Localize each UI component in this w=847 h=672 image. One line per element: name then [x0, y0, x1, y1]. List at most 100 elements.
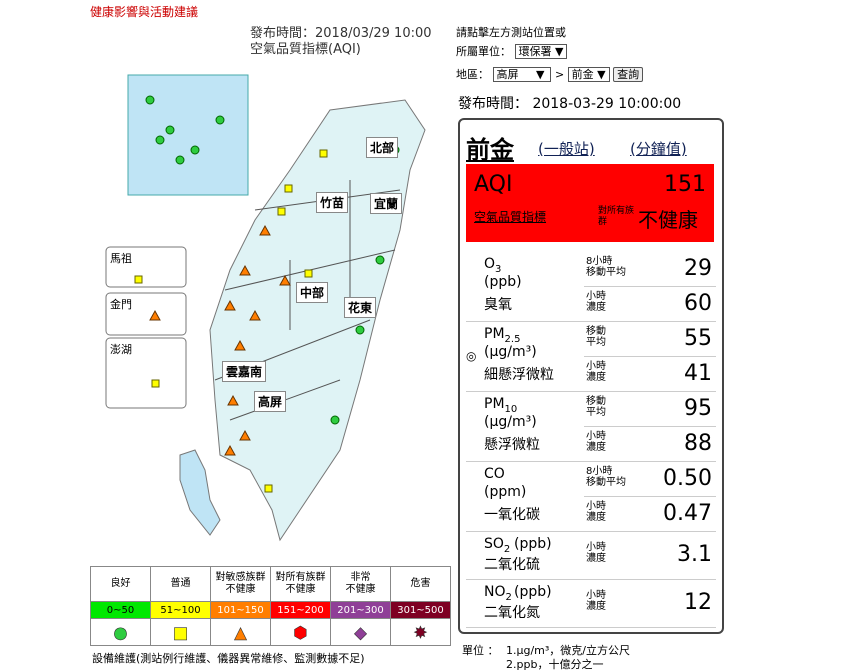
- reading-label-line: 小時: [586, 431, 606, 442]
- pollutant-unit: (ppb): [514, 584, 552, 600]
- aqi-status: 不健康: [638, 208, 698, 232]
- query-button[interactable]: 查詢: [613, 67, 644, 82]
- region-label: 花東: [344, 297, 377, 318]
- legend-range: 51~100: [150, 601, 211, 619]
- legend-name-line: 不健康: [225, 584, 256, 595]
- pollutant-unit: (ppb): [514, 536, 552, 552]
- station-value: 前金: [571, 68, 594, 81]
- reading-label-line: 移動: [586, 396, 606, 407]
- maintenance: 設備維護(測站例行維護、儀器異常維修、監測數據不足): [92, 652, 365, 665]
- inset-box: [105, 246, 187, 288]
- aqi-box: AQI 151 空氣品質指標 對所有族群 不健康: [466, 164, 714, 242]
- pollutant-unit: (μg/m³): [484, 414, 537, 430]
- legend: 良好 普通 對敏感族群 不健康 對所有族群 不健康 非常 不健康 危害 0~50 51~100 101…: [90, 566, 451, 646]
- pollutant-unit: (ppb): [484, 274, 522, 290]
- pollutant-row: PM10 (μg/m³) 懸浮微粒 移動 平均 95 小時 濃度 88: [466, 392, 716, 462]
- pollutant-symbol: PM: [484, 326, 505, 342]
- legend-icon: ■: [150, 618, 211, 646]
- pollutant-row: PM2.5 (μg/m³) 細懸浮微粒 ◎ 移動 平均 55 小時 濃度 41: [466, 322, 716, 392]
- legend-name-line: 不健康: [285, 584, 316, 595]
- reading-value: 12: [684, 590, 712, 615]
- station-type[interactable]: (一般站): [538, 140, 595, 158]
- reading-label-line: 濃度: [586, 601, 606, 612]
- region-label: 竹苗: [316, 192, 349, 213]
- pollutant-sub: 3: [495, 263, 502, 275]
- pollutant-symbol: PM: [484, 396, 505, 412]
- minute-link[interactable]: (分鐘值): [630, 140, 687, 158]
- footnote-label: 單位 ：: [462, 644, 499, 657]
- island-label: 馬祖: [110, 252, 132, 265]
- legend-range: 151~200: [270, 601, 331, 619]
- pollutant-symbol: NO: [484, 584, 506, 600]
- health-link[interactable]: 健康影響與活動建議: [90, 5, 199, 19]
- region-label: 雲嘉南: [222, 361, 267, 382]
- legend-name-line: 非常: [350, 572, 371, 583]
- reading-value: 95: [684, 396, 712, 421]
- pollutant-name: O3: [484, 256, 501, 278]
- inset-box: [127, 74, 249, 196]
- aqi-label: AQI: [474, 172, 513, 197]
- sep: >: [554, 68, 565, 81]
- row-divider: [584, 286, 716, 287]
- area-row: 地區： 高屏 ▼ > 前金 ▼ 查詢: [456, 66, 644, 82]
- reading-label-line: 濃度: [586, 512, 606, 523]
- moderate-stations: [134, 149, 328, 493]
- reading-label-line: 濃度: [586, 302, 606, 313]
- reading-label-line: 小時: [586, 291, 606, 302]
- legend-name: 良好: [90, 566, 151, 602]
- footnote-line: 2.ppb，十億分之一: [506, 658, 604, 671]
- area-label: 地區：: [456, 68, 489, 81]
- pollutant-name: NO2: [484, 584, 512, 606]
- inset-kaohsiung: [179, 449, 221, 536]
- pollutant-cn: 臭氧: [484, 297, 512, 313]
- aqi-value: 151: [664, 172, 706, 197]
- legend-name-line: 危害: [410, 578, 431, 589]
- reading-label-line: 移動: [586, 326, 606, 337]
- pollutant-symbol: O: [484, 256, 496, 272]
- legend-range: 101~150: [210, 601, 271, 619]
- pollutant-cn: 一氧化碳: [484, 507, 540, 523]
- reading-label-line: 小時: [586, 361, 606, 372]
- legend-range: 301~500: [390, 601, 451, 619]
- legend-name-line: 對所有族群: [275, 572, 326, 583]
- pollutant-cn: 懸浮微粒: [484, 437, 540, 453]
- sensitive-stations: [149, 224, 291, 456]
- station-select[interactable]: 前金 ▼: [567, 67, 610, 82]
- pollutant-sub: 2: [505, 591, 512, 603]
- pollutant-cn: 二氧化硫: [484, 557, 540, 573]
- reading-label-line: 平均: [586, 407, 606, 418]
- legend-name: 危害: [390, 566, 451, 602]
- row-divider: [584, 356, 716, 357]
- reading-label-line: 濃度: [586, 372, 606, 383]
- unit-select[interactable]: 環保署 ▼: [514, 44, 568, 59]
- reading-label: 小時 濃度: [586, 291, 606, 313]
- aqi-link[interactable]: 空氣品質指標: [474, 210, 547, 224]
- reading-label-line: 8小時: [586, 256, 613, 267]
- legend-name-line: 普通: [170, 578, 191, 589]
- legend-name: 對敏感族群 不健康: [210, 566, 271, 602]
- reading-label-line: 濃度: [586, 553, 606, 564]
- region-label: 高屏: [254, 391, 287, 412]
- reading-label: 小時 濃度: [586, 590, 606, 612]
- unit-value: 環保署: [518, 45, 552, 58]
- pollutant-unit: (ppm): [484, 484, 527, 500]
- aqi-group: 對所有族群: [598, 206, 635, 227]
- reading-value: 60: [684, 291, 712, 316]
- reading-label: 小時 濃度: [586, 361, 606, 383]
- legend-name: 普通: [150, 566, 211, 602]
- legend-icon: ▲: [210, 618, 271, 646]
- reading-label-line: 移動平均: [586, 267, 626, 278]
- pollutant-cn: 細懸浮微粒: [484, 367, 554, 383]
- pollutant-name: CO: [484, 466, 505, 483]
- reading-label-line: 8小時: [586, 466, 613, 477]
- inset-box: [105, 337, 187, 409]
- legend-name: 對所有族群 不健康: [270, 566, 331, 602]
- legend-icon: ✸: [390, 618, 451, 646]
- area-select[interactable]: 高屏 ▼: [492, 67, 552, 82]
- island-label: 澎湖: [110, 343, 132, 356]
- reading-value: 0.47: [663, 501, 712, 526]
- reading-label: 小時 濃度: [586, 542, 606, 564]
- reading-label: 8小時 移動平均: [586, 466, 626, 488]
- publish-time: 發布時間：2018/03/29 10:00: [250, 26, 432, 41]
